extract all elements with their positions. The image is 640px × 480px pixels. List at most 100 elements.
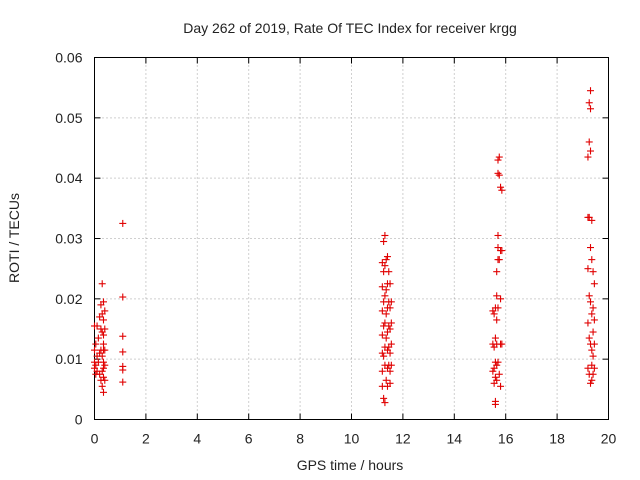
data-point <box>590 364 598 372</box>
data-point <box>382 286 390 294</box>
data-point <box>495 171 503 179</box>
data-point <box>498 247 506 255</box>
data-point <box>589 370 597 378</box>
data-point <box>585 99 593 107</box>
y-tick-label: 0.02 <box>55 291 82 307</box>
data-point <box>588 310 596 318</box>
data-point <box>587 147 595 155</box>
data-point <box>494 169 502 177</box>
data-point <box>585 334 593 342</box>
x-tick-label: 12 <box>395 431 411 447</box>
data-point <box>588 256 596 264</box>
data-point <box>99 364 107 372</box>
data-point <box>493 292 501 300</box>
x-tick-label: 16 <box>498 431 514 447</box>
data-point <box>380 394 388 402</box>
data-point <box>386 304 394 312</box>
data-point <box>493 361 501 369</box>
data-point <box>590 340 598 348</box>
data-point <box>497 183 505 191</box>
x-tick-label: 4 <box>193 431 201 447</box>
data-point <box>119 293 127 301</box>
data-point <box>387 340 395 348</box>
data-point <box>98 367 106 375</box>
data-point <box>99 358 107 366</box>
data-point <box>498 186 506 194</box>
x-axis: 0 2 4 6 8 10 12 14 16 18 20 <box>91 57 617 447</box>
x-tick-label: 20 <box>601 431 617 447</box>
data-point <box>497 382 505 390</box>
data-point <box>491 400 499 408</box>
data-point <box>378 307 386 315</box>
data-point <box>493 376 501 384</box>
x-tick-label: 6 <box>245 431 253 447</box>
data-point <box>101 307 109 315</box>
data-point <box>584 265 592 273</box>
data-point <box>494 231 502 239</box>
chart-title: Day 262 of 2019, Rate Of TEC Index for r… <box>183 20 517 36</box>
data-point <box>381 319 389 327</box>
data-point <box>490 310 498 318</box>
y-axis: 0 0.01 0.02 0.03 0.04 0.05 0.06 <box>55 50 609 428</box>
data-point <box>119 219 127 227</box>
data-series-roti <box>91 87 598 408</box>
data-point <box>587 379 595 387</box>
data-point <box>587 298 595 306</box>
data-point <box>386 367 394 375</box>
x-tick-label: 2 <box>142 431 150 447</box>
data-point <box>380 352 388 360</box>
data-point <box>587 87 595 95</box>
data-point <box>387 298 395 306</box>
data-point <box>94 334 102 342</box>
data-point <box>585 292 593 300</box>
data-point <box>98 280 106 288</box>
data-point <box>99 316 107 324</box>
data-point <box>378 367 386 375</box>
data-point <box>378 331 386 339</box>
data-point <box>495 370 503 378</box>
data-point <box>587 244 595 252</box>
data-point <box>99 340 107 348</box>
data-point <box>489 367 497 375</box>
data-point <box>99 373 107 381</box>
data-point <box>584 364 592 372</box>
data-point <box>588 376 596 384</box>
data-point <box>92 340 100 348</box>
data-point <box>495 256 503 264</box>
data-point <box>378 283 386 291</box>
data-point <box>589 328 597 336</box>
data-point <box>381 399 389 407</box>
data-point <box>119 332 127 340</box>
grid-lines <box>94 57 609 420</box>
y-tick-label: 0.04 <box>55 170 82 186</box>
data-point <box>585 138 593 146</box>
data-point <box>382 334 390 342</box>
y-axis-title: ROTI / TECUs <box>6 193 22 283</box>
data-point <box>588 346 596 354</box>
data-point <box>93 322 101 330</box>
y-tick-label: 0 <box>75 412 83 428</box>
data-point <box>380 238 388 246</box>
data-point <box>589 304 597 312</box>
data-point <box>385 268 393 276</box>
data-point <box>382 376 390 384</box>
data-point <box>495 153 503 161</box>
data-point <box>381 292 389 300</box>
data-point <box>382 310 390 318</box>
data-point <box>99 298 107 306</box>
data-point <box>589 268 597 276</box>
data-point <box>497 295 505 303</box>
data-point <box>590 280 598 288</box>
x-tick-label: 8 <box>296 431 304 447</box>
data-point <box>590 316 598 324</box>
data-point <box>588 216 596 224</box>
data-point <box>491 334 499 342</box>
y-tick-label: 0.05 <box>55 110 82 126</box>
data-point <box>494 304 502 312</box>
data-point <box>382 256 390 264</box>
data-point <box>386 325 394 333</box>
data-point <box>99 388 107 396</box>
data-point <box>494 156 502 164</box>
data-point <box>387 361 395 369</box>
